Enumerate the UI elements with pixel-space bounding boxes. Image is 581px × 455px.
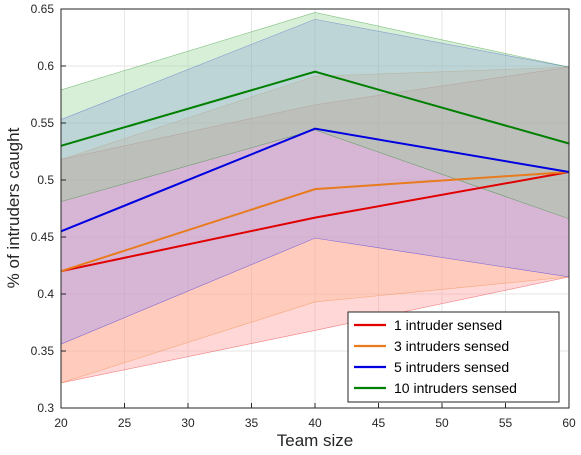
legend-label: 10 intruders sensed	[394, 380, 517, 396]
y-tick-label: 0.65	[31, 2, 55, 16]
x-tick-label: 60	[562, 416, 576, 430]
x-tick-label: 45	[372, 416, 386, 430]
series-line-4	[60, 70, 570, 147]
legend-label: 3 intruders sensed	[394, 338, 509, 354]
y-tick-label: 0.35	[31, 344, 55, 358]
legend-label: 5 intruders sensed	[394, 359, 509, 375]
y-tick-label: 0.5	[37, 173, 54, 187]
y-tick-label: 0.6	[37, 59, 54, 73]
series-line-2	[60, 171, 570, 273]
y-tick-label: 0.3	[37, 401, 54, 415]
x-tick-label: 20	[54, 416, 68, 430]
series-line-3	[60, 127, 570, 233]
axis-ticks: 20 25 30 35 40 45 50 55 60 0.3 0.35 0.4 0.45 0.5 0.55 0…	[31, 2, 576, 430]
x-tick-label: 55	[499, 416, 513, 430]
y-tick-label: 0.4	[37, 287, 54, 301]
series-lines	[60, 70, 570, 273]
x-tick-label: 35	[245, 416, 259, 430]
x-axis-title: Team size	[277, 431, 354, 450]
y-tick-label: 0.55	[31, 116, 55, 130]
x-tick-label: 25	[118, 416, 132, 430]
x-tick-label: 50	[435, 416, 449, 430]
confidence-bands	[60, 12, 570, 384]
series-line-1	[60, 171, 570, 273]
y-axis-title: % of intruders caught	[4, 127, 23, 288]
legend-label: 1 intruder sensed	[394, 317, 502, 333]
y-tick-label: 0.45	[31, 230, 55, 244]
x-tick-label: 30	[181, 416, 195, 430]
legend: 1 intruder sensed 3 intruders sensed 5 int…	[347, 311, 560, 403]
x-tick-label: 40	[308, 416, 322, 430]
